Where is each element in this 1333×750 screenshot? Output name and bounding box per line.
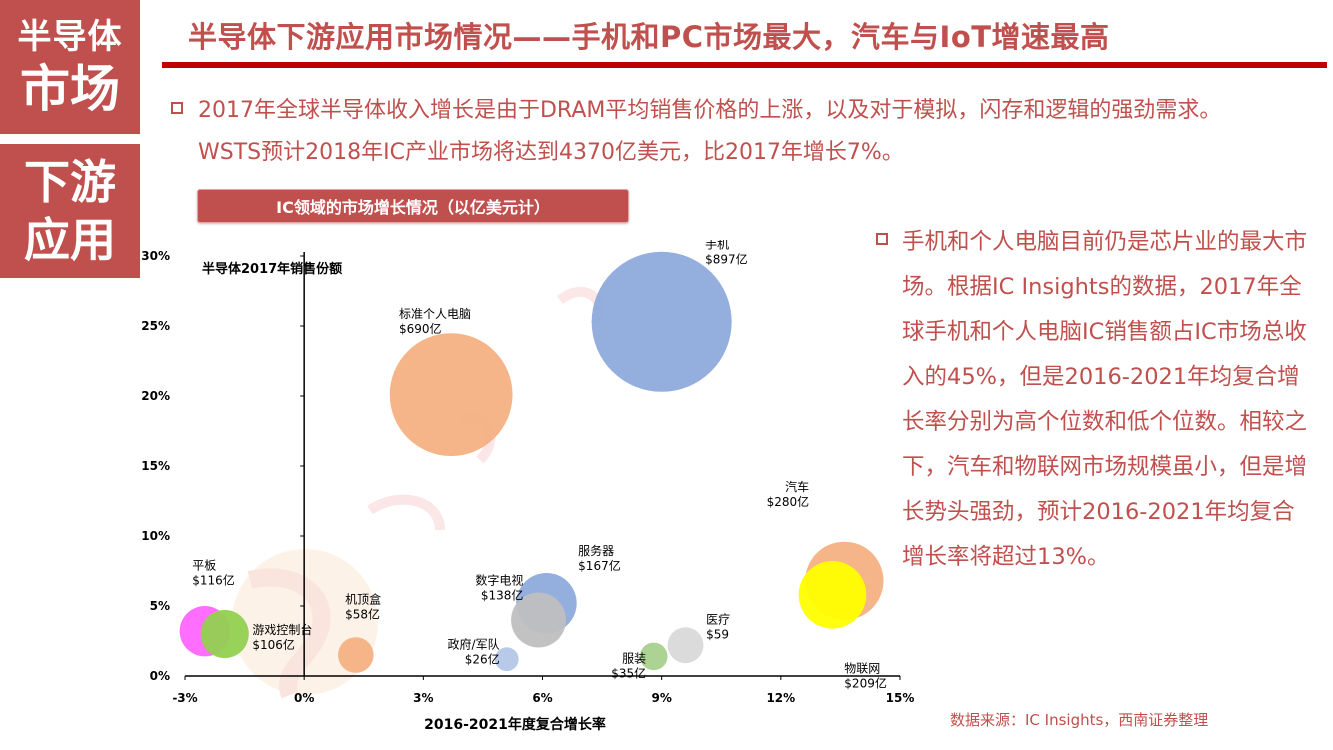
- bubble-name-label: 汽车: [785, 479, 809, 494]
- axis-ticks: 0%5%10%15%20%25%30%-3% 0% 3% 6% 9% 12% 15%: [141, 249, 914, 705]
- section-label-line: 市场: [20, 60, 120, 118]
- bubble-point: [494, 647, 519, 672]
- bubble-name-label: 标准个人电脑: [399, 307, 471, 321]
- x-tick-label: 12%: [766, 691, 795, 705]
- bubble-point: [511, 592, 566, 648]
- bubble-value-label: $35亿: [611, 666, 646, 681]
- bubble-value-label: $106亿: [252, 637, 295, 652]
- bubble-point: [338, 637, 374, 673]
- paragraph-market-analysis: 手机和个人电脑目前仍是芯片业的最大市场。根据IC Insights的数据，201…: [902, 229, 1308, 570]
- bubble-value-label: $690亿: [399, 321, 442, 336]
- x-tick-label: 15%: [886, 691, 915, 705]
- x-tick-label: 9%: [651, 691, 671, 705]
- bubble-name-label: 医疗: [706, 613, 730, 627]
- bubble-value-label: $116亿: [192, 573, 235, 588]
- bubble-value-label: $58亿: [345, 606, 380, 621]
- bubble-point: [591, 251, 732, 392]
- bubble-point: [200, 609, 249, 659]
- square-bullet-icon: [171, 102, 183, 114]
- bubble-name-label: 政府/军队: [448, 636, 500, 651]
- bubble-value-label: $897亿: [705, 251, 748, 266]
- x-tick-label: -3%: [172, 691, 197, 705]
- chart-title-banner: IC领域的市场增长情况（以亿美元计）: [197, 189, 629, 223]
- bubble-name-label: 平板: [192, 559, 216, 573]
- bubble-point: [639, 642, 668, 671]
- bubble-name-label: 服装: [622, 652, 646, 666]
- bubble-point: [798, 561, 867, 629]
- y-tick-label: 30%: [141, 249, 170, 263]
- bubble-name-label: 游戏控制台: [252, 622, 312, 637]
- x-tick-label: 6%: [532, 691, 552, 705]
- bubble-value-label: $59: [706, 628, 729, 642]
- bubble-chart: 0%5%10%15%20%25%30%-3% 0% 3% 6% 9% 12% 15% 手机$…: [141, 240, 914, 733]
- section-label-market: 半导体 市场: [0, 0, 140, 134]
- bubble-value-label: $209亿: [844, 676, 887, 691]
- section-label-line: 应用: [24, 213, 116, 267]
- y-tick-label: 20%: [141, 389, 170, 403]
- page-title: 半导体下游应用市场情况——手机和PC市场最大，汽车与IoT增速最高: [188, 20, 1110, 54]
- bubble-name-label: 数字电视: [475, 572, 523, 587]
- bubble-value-label: $280亿: [767, 494, 810, 509]
- x-tick-label: 0%: [294, 691, 314, 705]
- y-tick-label: 5%: [150, 599, 170, 613]
- x-axis-label: 2016-2021年度复合增长率: [424, 716, 606, 733]
- paragraph-revenue-growth: 2017年全球半导体收入增长是由于DRAM平均销售价格的上涨，以及对于模拟，闪存…: [198, 98, 1222, 165]
- bubble-point: [667, 627, 704, 664]
- bubble-name-label: 手机: [705, 240, 729, 251]
- y-tick-label: 15%: [141, 459, 170, 473]
- bubble-value-label: $138亿: [481, 587, 524, 602]
- section-label-line: 半导体: [17, 17, 123, 57]
- bubble-series: [179, 251, 884, 673]
- y-tick-label: 0%: [150, 669, 170, 683]
- section-label-line: 下游: [24, 155, 116, 209]
- bubble-name-label: 机顶盒: [345, 591, 381, 606]
- bubble-name-label: 服务器: [578, 543, 614, 558]
- y-axis-label: 半导体2017年销售份额: [202, 261, 342, 277]
- section-label-downstream: 下游 应用: [0, 144, 140, 278]
- y-tick-label: 10%: [141, 529, 170, 543]
- bubble-value-label: $26亿: [465, 651, 500, 666]
- data-source-note: 数据来源：IC Insights，西南证券整理: [950, 711, 1209, 729]
- bubble-name-label: 物联网: [844, 662, 880, 676]
- x-tick-label: 3%: [413, 691, 433, 705]
- bubble-point: [389, 333, 513, 456]
- square-bullet-icon: [876, 233, 888, 245]
- bubble-value-label: $167亿: [578, 558, 621, 573]
- title-divider: [162, 62, 1327, 68]
- y-tick-label: 25%: [141, 319, 170, 333]
